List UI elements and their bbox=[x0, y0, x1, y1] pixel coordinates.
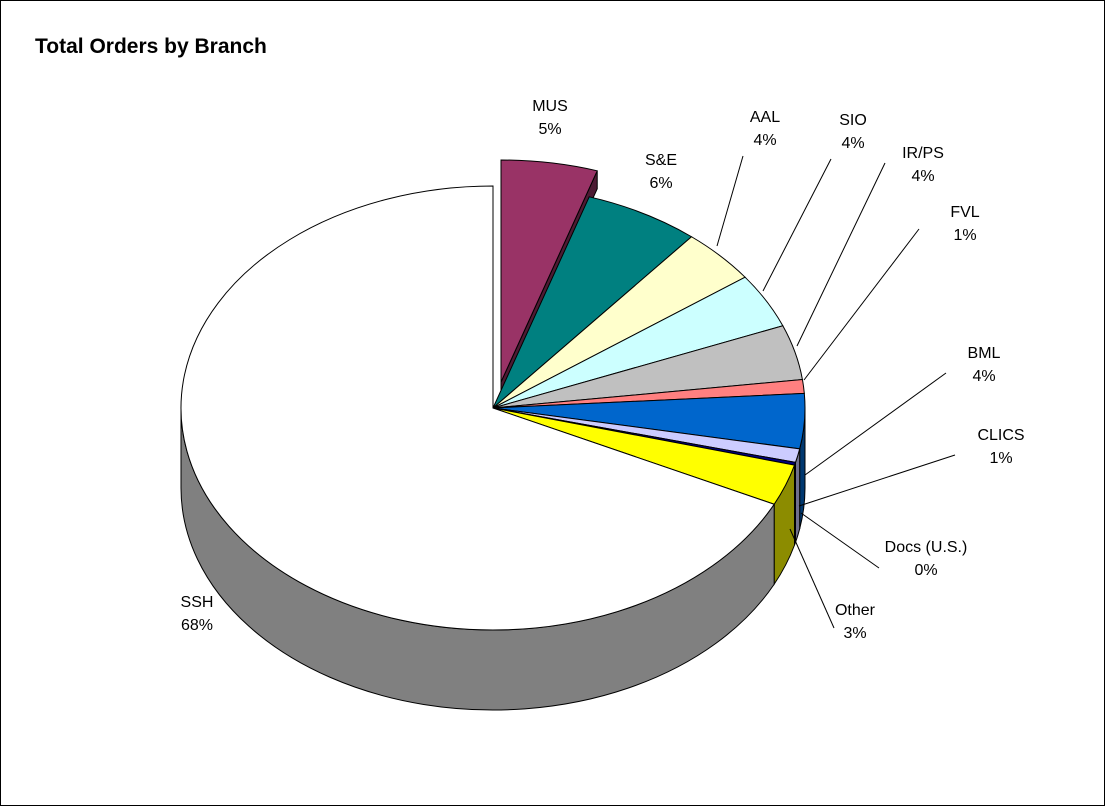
leader-line-ir-ps bbox=[797, 163, 885, 346]
leader-line-fvl bbox=[804, 229, 919, 380]
slice-percent-label-bml: 4% bbox=[972, 368, 995, 385]
leader-line-sio bbox=[763, 159, 831, 291]
leader-line-aal bbox=[717, 156, 743, 246]
slice-percent-label-clics: 1% bbox=[989, 450, 1012, 467]
slice-percent-label-mus: 5% bbox=[538, 121, 561, 138]
leader-line-other bbox=[790, 529, 834, 628]
slice-percent-label-ssh: 68% bbox=[181, 617, 213, 634]
pie-tops bbox=[181, 160, 805, 630]
slice-name-label-other: Other bbox=[835, 602, 876, 619]
leader-line-bml bbox=[805, 373, 946, 475]
slice-name-label-sio: SIO bbox=[839, 112, 867, 129]
slice-name-label-bml: BML bbox=[968, 345, 1001, 362]
slice-name-label-s-e: S&E bbox=[645, 152, 677, 169]
slice-name-label-fvl: FVL bbox=[950, 204, 979, 221]
slice-name-label-mus: MUS bbox=[532, 98, 568, 115]
slice-name-label-docs-u-s: Docs (U.S.) bbox=[885, 539, 968, 556]
slice-name-label-aal: AAL bbox=[750, 109, 780, 126]
slice-percent-label-aal: 4% bbox=[753, 132, 776, 149]
slice-percent-label-s-e: 6% bbox=[649, 175, 672, 192]
slice-percent-label-fvl: 1% bbox=[953, 227, 976, 244]
slice-side-clics bbox=[795, 449, 799, 543]
slice-name-label-clics: CLICS bbox=[977, 427, 1024, 444]
slice-percent-label-docs-u-s: 0% bbox=[914, 562, 937, 579]
slice-name-label-ssh: SSH bbox=[181, 594, 214, 611]
slice-percent-label-ir-ps: 4% bbox=[911, 168, 934, 185]
slice-percent-label-other: 3% bbox=[843, 625, 866, 642]
slice-name-label-ir-ps: IR/PS bbox=[902, 145, 944, 162]
slice-percent-label-sio: 4% bbox=[841, 135, 864, 152]
leader-line-docs-u-s bbox=[801, 513, 879, 568]
